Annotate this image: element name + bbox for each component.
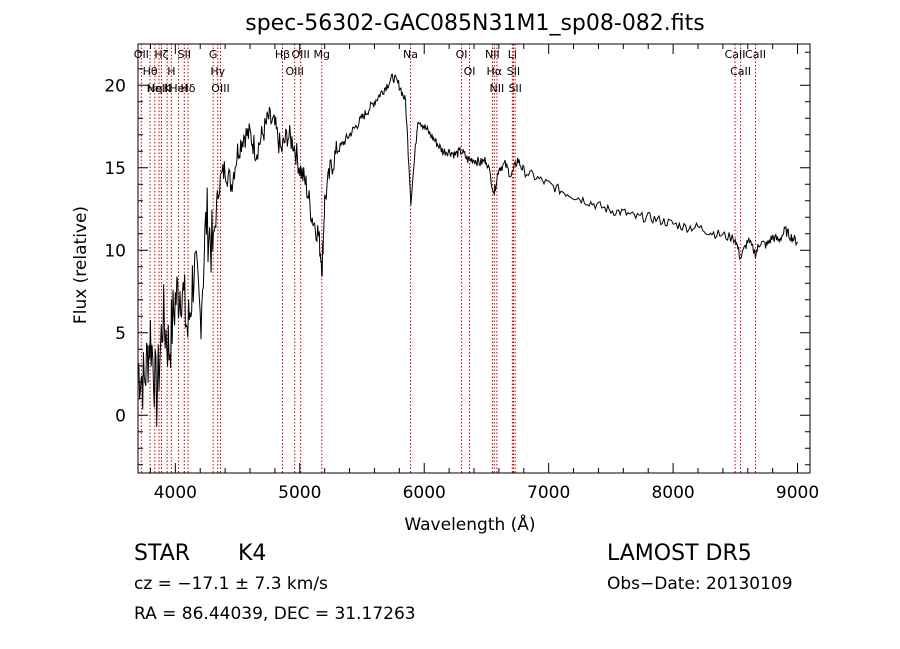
line-marker-label: OI	[456, 48, 468, 61]
line-marker-label: Li	[508, 48, 517, 61]
line-marker-label: H	[167, 65, 175, 78]
plot-layer: OIIHθHηNeIIIHζKHHeISIIHδGHγOIIIHβOIIIOII…	[104, 44, 819, 503]
line-marker-label: OIII	[211, 82, 229, 95]
line-marker-label: NII	[490, 82, 505, 95]
line-marker-label: SII	[178, 48, 191, 61]
line-marker-label: OII	[134, 48, 149, 61]
line-marker-label: Hζ	[154, 48, 168, 61]
star-subclass: K4	[238, 541, 267, 566]
line-marker-label: SII	[507, 65, 520, 78]
line-marker-label: Hθ	[143, 65, 158, 78]
line-marker-label: Hα	[487, 65, 503, 78]
obs-date: Obs−Date: 20130109	[607, 574, 793, 594]
chart-title: spec-56302-GAC085N31M1_sp08-082.fits	[245, 11, 705, 36]
x-tick-label: 7000	[527, 483, 570, 503]
x-tick-label: 5000	[278, 483, 321, 503]
y-tick-label: 20	[104, 76, 126, 96]
line-marker-label: G	[209, 48, 218, 61]
x-tick-label: 6000	[403, 483, 446, 503]
x-tick-label: 4000	[154, 483, 197, 503]
line-marker-label: HeI	[169, 82, 187, 95]
line-marker-label: OIII	[285, 65, 303, 78]
line-marker-label: OI	[464, 65, 476, 78]
x-axis-label: Wavelength (Å)	[404, 513, 535, 535]
line-marker-label: Hβ	[275, 48, 290, 61]
ra-dec: RA = 86.44039, DEC = 31.17263	[134, 604, 416, 624]
line-marker-label: NeIII	[147, 82, 172, 95]
y-tick-label: 5	[115, 324, 126, 344]
spectrum-line	[137, 73, 799, 427]
line-marker-label: Na	[403, 48, 418, 61]
line-marker-label: OIII	[291, 48, 309, 61]
redshift-text: cz = −17.1 ± 7.3 km/s	[134, 574, 328, 594]
axes-frame	[137, 43, 811, 474]
x-tick-label: 9000	[776, 483, 819, 503]
y-axis-label: Flux (relative)	[71, 206, 91, 324]
x-tick-label: 8000	[651, 483, 694, 503]
y-tick-label: 0	[115, 406, 126, 426]
line-marker-label: K	[164, 82, 172, 95]
line-marker-label: NII	[485, 48, 500, 61]
line-marker-label: Hδ	[181, 82, 196, 95]
line-marker-label: CaII	[725, 48, 746, 61]
line-marker-label: Mg	[314, 48, 330, 61]
y-tick-label: 15	[104, 159, 126, 179]
line-marker-label: Hη	[147, 82, 162, 95]
survey-label: LAMOST DR5	[607, 541, 752, 566]
line-marker-label: CaII	[730, 65, 751, 78]
y-tick-label: 10	[104, 241, 126, 261]
line-marker-label: SII	[508, 82, 521, 95]
line-marker-label: Hγ	[210, 65, 225, 78]
line-marker-label: CaII	[745, 48, 766, 61]
star-class: STAR	[134, 541, 191, 566]
